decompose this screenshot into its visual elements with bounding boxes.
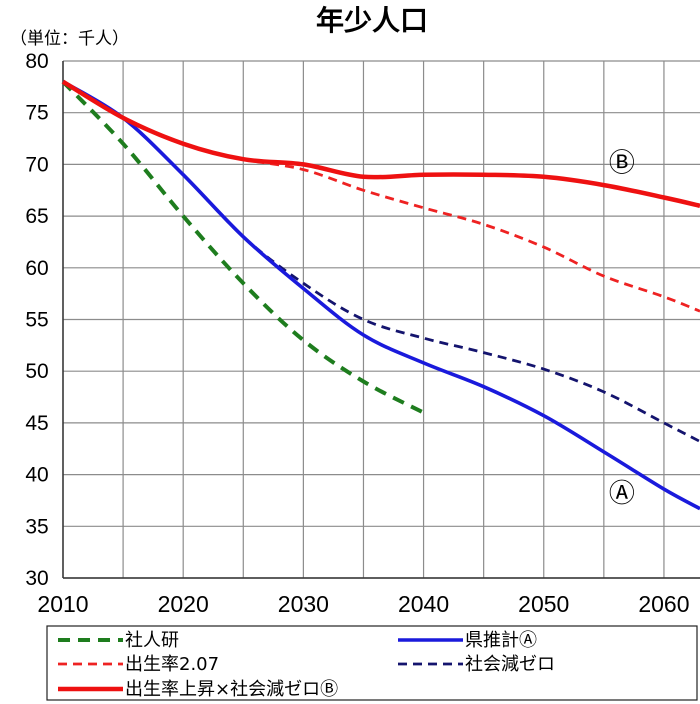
legend-label: 県推計Ⓐ [465,630,537,651]
x-tick-label: 2050 [518,591,569,617]
y-tick-label: 55 [25,309,48,332]
y-tick-label: 35 [25,515,48,538]
y-tick-label: 40 [25,464,48,487]
y-tick-label: 45 [25,412,48,435]
chart-title: 年少人口 [316,4,428,37]
y-tick-label: 65 [25,205,48,228]
y-axis-ticks: 30 35 40 45 50 55 60 65 70 75 80 [25,50,48,590]
legend-label: 社会減ゼロ [465,654,555,675]
legend-label: 出生率2.07 [125,654,219,675]
unit-label: （単位：千人） [10,29,129,49]
x-tick-label: 2010 [37,591,88,617]
y-tick-label: 30 [25,567,48,590]
series-line-5 [61,79,700,208]
series-line-2 [62,80,700,511]
x-tick-label: 2030 [278,591,329,617]
x-axis-ticks: 2010 2020 2030 2040 2050 2060 [37,591,689,617]
y-tick-label: 80 [25,50,48,73]
legend-label: 社人研 [125,630,179,651]
legend-label: 出生率上昇×社会減ゼロⒷ [125,679,338,700]
x-tick-label: 2060 [638,591,689,617]
x-tick-label: 2040 [398,591,449,617]
annotation-label-1: Ⓑ [609,148,635,178]
annotation-label-2: Ⓐ [609,479,635,509]
plot-area [61,79,700,511]
legend-box [46,625,698,701]
grid [62,60,700,579]
y-tick-label: 60 [25,257,48,280]
y-tick-label: 75 [25,102,48,125]
y-tick-label: 70 [25,153,48,176]
series-line-1 [61,80,425,415]
y-tick-label: 50 [25,360,48,383]
series-line-4 [62,80,700,443]
series-line-3 [62,80,700,313]
x-tick-label: 2020 [158,591,209,617]
annotations: ⒷⒶ [609,148,635,509]
